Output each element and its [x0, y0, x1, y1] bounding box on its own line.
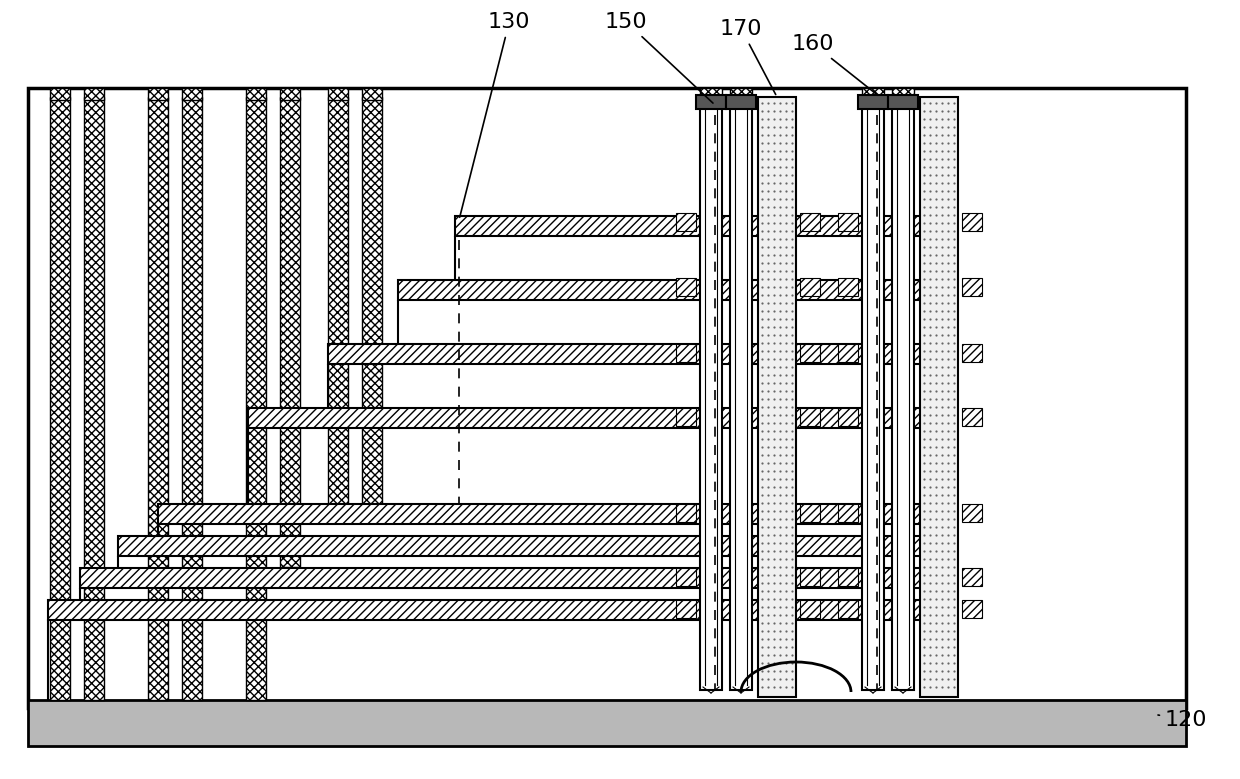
Bar: [81, 568, 937, 588]
Text: 130: 130: [460, 12, 531, 217]
Bar: [182, 88, 202, 100]
Bar: [148, 97, 167, 700]
Bar: [858, 95, 888, 109]
Bar: [725, 95, 756, 109]
Bar: [800, 600, 820, 618]
Bar: [84, 88, 104, 100]
Bar: [676, 278, 696, 296]
Text: 170: 170: [720, 19, 776, 94]
Bar: [701, 88, 722, 100]
Bar: [892, 88, 914, 100]
Bar: [838, 278, 858, 296]
Bar: [758, 97, 796, 697]
Text: 120: 120: [1158, 710, 1208, 730]
Bar: [329, 88, 348, 100]
Bar: [888, 95, 918, 109]
Bar: [962, 568, 982, 586]
Bar: [248, 408, 937, 428]
Bar: [730, 88, 751, 100]
Bar: [84, 97, 104, 700]
Bar: [29, 700, 1185, 746]
Bar: [398, 280, 937, 300]
Bar: [838, 408, 858, 426]
Bar: [862, 88, 884, 100]
Bar: [157, 504, 937, 524]
Bar: [962, 408, 982, 426]
Bar: [962, 600, 982, 618]
Bar: [838, 344, 858, 362]
Bar: [246, 88, 267, 100]
Bar: [50, 88, 69, 100]
Bar: [838, 568, 858, 586]
Bar: [800, 278, 820, 296]
Bar: [838, 600, 858, 618]
Bar: [800, 504, 820, 522]
Bar: [862, 105, 884, 690]
Bar: [838, 504, 858, 522]
Bar: [280, 88, 300, 100]
Bar: [696, 95, 725, 109]
Bar: [676, 344, 696, 362]
Bar: [676, 213, 696, 231]
Bar: [48, 600, 937, 620]
Bar: [962, 278, 982, 296]
Bar: [329, 97, 348, 504]
Bar: [29, 88, 1185, 708]
Bar: [246, 97, 267, 700]
Bar: [962, 213, 982, 231]
Bar: [362, 88, 382, 100]
Bar: [838, 213, 858, 231]
Bar: [280, 97, 300, 567]
Bar: [920, 97, 959, 697]
Bar: [182, 97, 202, 700]
Bar: [962, 344, 982, 362]
Bar: [118, 536, 937, 556]
Bar: [800, 568, 820, 586]
Bar: [800, 408, 820, 426]
Bar: [148, 88, 167, 100]
Bar: [362, 97, 382, 504]
Bar: [676, 600, 696, 618]
Bar: [50, 97, 69, 700]
Bar: [892, 105, 914, 690]
Bar: [329, 344, 937, 364]
Bar: [800, 213, 820, 231]
Bar: [701, 105, 722, 690]
Bar: [676, 408, 696, 426]
Text: 160: 160: [792, 34, 878, 95]
Bar: [962, 504, 982, 522]
Bar: [730, 105, 751, 690]
Bar: [455, 216, 937, 236]
Bar: [676, 504, 696, 522]
Bar: [800, 344, 820, 362]
Text: 150: 150: [605, 12, 713, 103]
Bar: [676, 568, 696, 586]
